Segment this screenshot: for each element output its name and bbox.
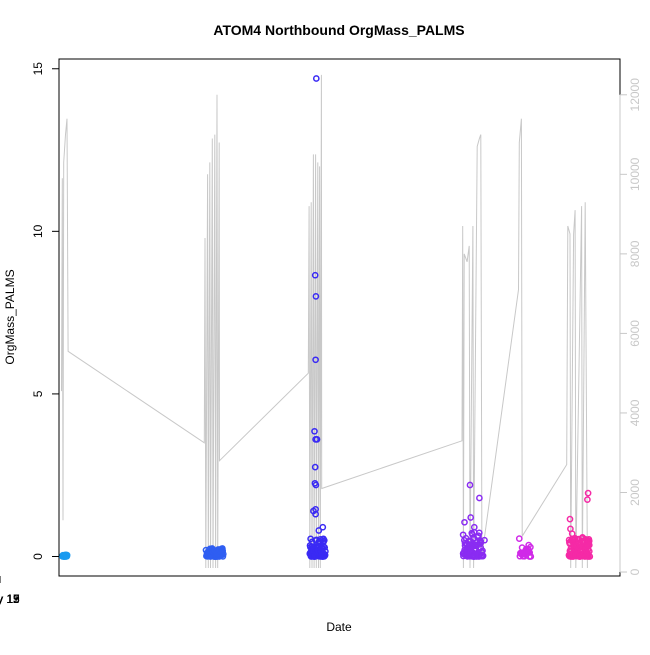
- x-tick-label: May 13: [0, 592, 20, 606]
- data-point: [63, 551, 71, 559]
- y2-line-layer: [61, 74, 588, 569]
- data-point: [312, 293, 320, 300]
- data-point: [322, 548, 329, 555]
- y2-tick-label: 2000: [628, 479, 642, 506]
- data-point: [320, 537, 328, 544]
- data-point: [313, 436, 321, 443]
- data-point: [470, 523, 478, 531]
- y2-tick-label: 8000: [628, 240, 642, 267]
- data-point: [312, 481, 320, 489]
- x-axis-label: Date: [326, 620, 352, 634]
- data-point: [321, 551, 329, 559]
- data-point: [311, 463, 319, 471]
- data-point: [213, 548, 220, 555]
- y-tick-label: 15: [31, 62, 45, 76]
- y-axis: 0 5 10 15: [31, 62, 60, 560]
- x-axis: May 11May 13May 15May 17May 19: [0, 576, 20, 606]
- y2-tick-label: 6000: [628, 320, 642, 347]
- data-point: [584, 496, 591, 503]
- x-tick-label: May 15: [0, 592, 20, 606]
- y-tick-label: 0: [31, 553, 45, 560]
- y2-tick-label: 4000: [628, 399, 642, 426]
- data-point: [312, 356, 319, 364]
- data-point: [525, 541, 533, 549]
- plot-area-border: [58, 58, 621, 577]
- y-tick-label: 5: [31, 390, 45, 397]
- flight-group-0: [58, 551, 71, 560]
- data-point: [515, 535, 523, 542]
- data-point: [467, 514, 475, 521]
- x-tick-label: May 19: [0, 592, 20, 606]
- flight-group-2: [306, 75, 329, 560]
- data-point: [311, 271, 319, 279]
- flight-group-3: [459, 481, 488, 560]
- y-axis-label: OrgMass_PALMS: [3, 269, 17, 364]
- data-point: [479, 552, 487, 560]
- flight-group-1: [202, 545, 227, 560]
- data-point: [321, 544, 329, 551]
- y2-tick-label: 0: [628, 568, 642, 575]
- data-point: [568, 530, 576, 538]
- y2-axis: 0 2000 4000 6000 8000 10000 12000: [619, 78, 642, 575]
- data-point: [219, 550, 227, 558]
- data-point: [585, 541, 593, 549]
- data-point: [312, 510, 319, 518]
- data-point: [475, 529, 483, 537]
- data-point: [319, 523, 327, 531]
- data-point: [566, 515, 574, 523]
- x-tick-label: May 11: [0, 592, 20, 606]
- data-point: [461, 518, 468, 526]
- y-tick-label: 10: [31, 224, 45, 238]
- data-point: [481, 536, 488, 544]
- data-point: [312, 75, 320, 82]
- data-point: [311, 427, 318, 435]
- data-point: [476, 494, 483, 502]
- data-point: [315, 527, 323, 534]
- flight-group-4: [515, 535, 535, 560]
- flight-group-5: [565, 489, 594, 560]
- data-point: [585, 537, 593, 545]
- data-point: [477, 538, 485, 545]
- chart-title: ATOM4 Northbound OrgMass_PALMS: [213, 22, 464, 38]
- y2-tick-label: 12000: [628, 78, 642, 112]
- y2-tick-label: 10000: [628, 157, 642, 191]
- y2-series-line: [61, 74, 588, 569]
- data-point: [584, 489, 592, 497]
- data-point: [216, 546, 224, 554]
- x-tick-label: May 17: [0, 592, 20, 606]
- data-point: [466, 481, 474, 489]
- data-point: [527, 553, 535, 560]
- points-layer: [58, 75, 594, 560]
- data-point: [586, 553, 594, 560]
